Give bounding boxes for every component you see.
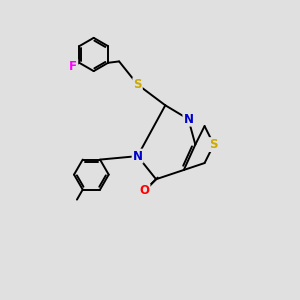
- Text: N: N: [183, 113, 194, 126]
- Text: O: O: [140, 184, 149, 197]
- Text: F: F: [69, 60, 77, 73]
- Text: N: N: [133, 150, 142, 163]
- Text: S: S: [133, 78, 142, 91]
- Text: S: S: [210, 138, 218, 151]
